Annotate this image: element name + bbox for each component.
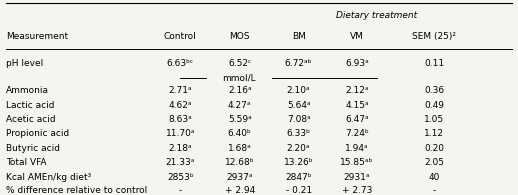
Text: -: - [179, 186, 182, 195]
Text: + 2.94: + 2.94 [225, 186, 255, 195]
Text: 4.27ᵃ: 4.27ᵃ [228, 101, 251, 110]
Text: BM: BM [292, 32, 306, 41]
Text: 1.68ᵃ: 1.68ᵃ [228, 144, 252, 153]
Text: 12.68ᵇ: 12.68ᵇ [225, 158, 254, 167]
Text: 2.05: 2.05 [424, 158, 444, 167]
Text: VM: VM [350, 32, 364, 41]
Text: 13.26ᵇ: 13.26ᵇ [284, 158, 313, 167]
Text: Lactic acid: Lactic acid [6, 101, 55, 110]
Text: 40: 40 [428, 173, 440, 182]
Text: 15.85ᵃᵇ: 15.85ᵃᵇ [340, 158, 373, 167]
Text: % difference relative to control: % difference relative to control [6, 186, 148, 195]
Text: SEM (25)²: SEM (25)² [412, 32, 456, 41]
Text: 6.33ᵇ: 6.33ᵇ [286, 129, 311, 138]
Text: 2.71ᵃ: 2.71ᵃ [168, 86, 192, 95]
Text: 2.12ᵃ: 2.12ᵃ [345, 86, 369, 95]
Text: 6.63ᵇᶜ: 6.63ᵇᶜ [167, 59, 194, 68]
Text: 0.20: 0.20 [424, 144, 444, 153]
Text: pH level: pH level [6, 59, 44, 68]
Text: + 2.73: + 2.73 [342, 186, 372, 195]
Text: Total VFA: Total VFA [6, 158, 47, 167]
Text: 1.05: 1.05 [424, 115, 444, 124]
Text: MOS: MOS [229, 32, 250, 41]
Text: 7.08ᵃ: 7.08ᵃ [287, 115, 310, 124]
Text: Propionic acid: Propionic acid [6, 129, 69, 138]
Text: 2.18ᵃ: 2.18ᵃ [168, 144, 192, 153]
Text: 6.52ᶜ: 6.52ᶜ [228, 59, 251, 68]
Text: 2.20ᵃ: 2.20ᵃ [287, 144, 310, 153]
Text: 21.33ᵃ: 21.33ᵃ [166, 158, 195, 167]
Text: 2931ᵃ: 2931ᵃ [344, 173, 370, 182]
Text: 1.12: 1.12 [424, 129, 444, 138]
Text: -: - [433, 186, 436, 195]
Text: 1.94ᵃ: 1.94ᵃ [345, 144, 369, 153]
Text: 6.93ᵃ: 6.93ᵃ [345, 59, 369, 68]
Text: 0.49: 0.49 [424, 101, 444, 110]
Text: Ammonia: Ammonia [6, 86, 49, 95]
Text: Control: Control [164, 32, 197, 41]
Text: 0.11: 0.11 [424, 59, 444, 68]
Text: 4.15ᵃ: 4.15ᵃ [345, 101, 369, 110]
Text: 11.70ᵃ: 11.70ᵃ [166, 129, 195, 138]
Text: 2853ᵇ: 2853ᵇ [167, 173, 194, 182]
Text: Measurement: Measurement [6, 32, 68, 41]
Text: 2.16ᵃ: 2.16ᵃ [228, 86, 252, 95]
Text: 5.64ᵃ: 5.64ᵃ [287, 101, 310, 110]
Text: Kcal AMEn/kg diet³: Kcal AMEn/kg diet³ [6, 173, 92, 182]
Text: 8.63ᵃ: 8.63ᵃ [168, 115, 192, 124]
Text: 6.40ᵇ: 6.40ᵇ [228, 129, 252, 138]
Text: 4.62ᵃ: 4.62ᵃ [168, 101, 192, 110]
Text: 2.10ᵃ: 2.10ᵃ [287, 86, 310, 95]
Text: Butyric acid: Butyric acid [6, 144, 60, 153]
Text: 7.24ᵇ: 7.24ᵇ [345, 129, 369, 138]
Text: 2937ᵃ: 2937ᵃ [226, 173, 253, 182]
Text: 2847ᵇ: 2847ᵇ [285, 173, 312, 182]
Text: Dietary treatment: Dietary treatment [336, 11, 417, 20]
Text: Acetic acid: Acetic acid [6, 115, 56, 124]
Text: - 0.21: - 0.21 [285, 186, 312, 195]
Text: 5.59ᵃ: 5.59ᵃ [228, 115, 252, 124]
Text: 0.36: 0.36 [424, 86, 444, 95]
Text: 6.47ᵃ: 6.47ᵃ [345, 115, 369, 124]
Text: 6.72ᵃᵇ: 6.72ᵃᵇ [285, 59, 312, 68]
Text: mmol/L: mmol/L [222, 74, 255, 83]
